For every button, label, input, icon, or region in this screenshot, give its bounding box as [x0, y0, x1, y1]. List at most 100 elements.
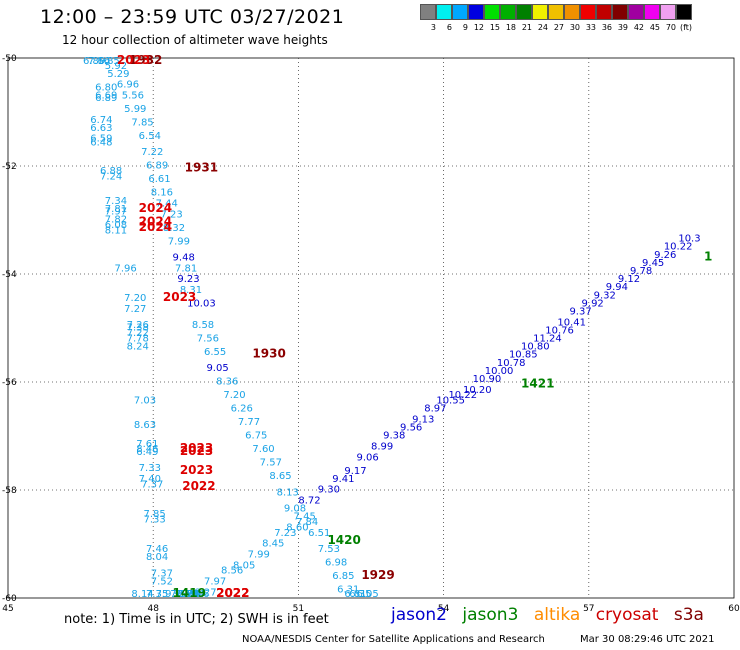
swh-value-label: 6.88: [100, 166, 122, 177]
swh-value-label: 7.60: [252, 444, 274, 455]
legend-label: 42: [633, 23, 644, 32]
swh-value-label: 7.46: [146, 544, 168, 555]
legend-label: 39: [617, 23, 628, 32]
swh-value-label: 7.44: [156, 199, 178, 210]
swh-value-label: 10.78: [497, 358, 526, 369]
pass-time-label: 1931: [185, 160, 218, 174]
legend-swatch: [468, 4, 484, 20]
swh-value-label: 6.99: [177, 589, 199, 600]
swh-value-label: 9.17: [344, 466, 366, 477]
swh-value-label: 10.20: [463, 385, 492, 396]
plot-frame: [7, 57, 735, 599]
swh-value-label: 7.20: [124, 293, 146, 304]
swh-value-label: 6.05: [356, 589, 378, 600]
legend-swatch: [548, 4, 564, 20]
satellite-s3a: s3a: [673, 605, 704, 625]
color-scale-legend: 3 6 9 12 15 18 21 24 27 30 33 36 39 42 45 70 (ft): [420, 4, 692, 32]
swh-value-label: 9.06: [356, 452, 378, 463]
legend-swatch: [420, 4, 436, 20]
swh-value-label: 10.22: [448, 390, 477, 401]
legend-swatch: [452, 4, 468, 20]
swh-value-label: 6.98: [325, 558, 347, 569]
swh-value-label: 7.45: [294, 512, 316, 523]
swh-value-label: 6.49: [136, 447, 158, 458]
legend-swatch: [484, 4, 500, 20]
legend-label: 45: [649, 23, 660, 32]
swh-value-label: 9.23: [177, 274, 199, 285]
swh-value-label: 9.41: [332, 474, 354, 485]
swh-value-label: 8.45: [262, 539, 284, 550]
swh-value-label: 9.92: [582, 298, 604, 309]
pass-time-label: 2024: [139, 214, 172, 228]
legend-swatch: [596, 4, 612, 20]
legend-label: 70: [665, 23, 676, 32]
swh-value-label: 8.31: [180, 285, 202, 296]
swh-value-label: 7.56: [197, 334, 219, 345]
swh-value-label: 6.69: [95, 91, 117, 102]
x-tick-label: 60: [728, 604, 740, 614]
pass-time-label: 1: [704, 250, 712, 264]
legend-label: 3: [430, 23, 436, 32]
pass-time-label: 2023: [117, 53, 150, 67]
page-title: 12:00 – 23:59 UTC 03/27/2021: [40, 6, 345, 28]
swh-value-label: 6.59: [90, 134, 112, 145]
swh-value-label: 6.31: [337, 585, 359, 596]
legend-swatches: [420, 4, 692, 20]
swh-value-label: 8.46: [136, 444, 158, 455]
satellite-jason3: jason3: [462, 605, 519, 625]
swh-value-label: 7.84: [296, 517, 318, 528]
swh-value-label: 8.14: [131, 589, 153, 600]
legend-label: 27: [553, 23, 564, 32]
pass-time-label: 2022: [182, 479, 215, 493]
swh-value-label: 8.63: [134, 420, 156, 431]
x-tick-label: 48: [147, 604, 159, 614]
swh-value-label: 6.81: [344, 589, 366, 600]
swh-value-label: 7.27: [124, 304, 146, 315]
swh-value-label: 8.65: [269, 471, 291, 482]
legend-label: 15: [489, 23, 500, 32]
swh-value-label: 8.36: [216, 377, 238, 388]
swh-value-label: 9.78: [630, 266, 652, 277]
swh-value-label: 10.41: [557, 317, 586, 328]
legend-swatch: [436, 4, 452, 20]
swh-value-label: 9.30: [318, 485, 340, 496]
swh-value-label: 9.45: [642, 258, 664, 269]
swh-value-label: 9.13: [412, 415, 434, 426]
swh-value-label: 10.90: [473, 374, 502, 385]
swh-value-label: 7.37: [141, 479, 163, 490]
y-tick-label: -56: [2, 378, 17, 388]
swh-value-label: 7.24: [100, 172, 122, 183]
pass-time-label: 2023: [180, 463, 213, 477]
swh-value-label: 7.85: [144, 509, 166, 520]
swh-value-label: 9.08: [284, 504, 306, 515]
swh-value-label: 7.52: [151, 577, 173, 588]
credit-text: NOAA/NESDIS Center for Satellite Applica…: [242, 634, 545, 645]
swh-value-label: 7.99: [248, 550, 270, 561]
swh-value-label: 7.35: [146, 589, 168, 600]
legend-label: 9: [462, 23, 468, 32]
swh-value-label: 8.04: [146, 552, 168, 563]
swh-value-label: 8.99: [371, 442, 393, 453]
swh-value-label: 7.22: [127, 328, 149, 339]
x-tick-label: 54: [438, 604, 450, 614]
swh-value-label: 6.51: [308, 528, 330, 539]
satellite-jason2: jason2: [391, 605, 447, 625]
swh-value-label: 8.16: [151, 188, 173, 199]
page-subtitle: 12 hour collection of altimeter wave hei…: [62, 33, 328, 47]
swh-value-label: 7.82: [105, 215, 127, 226]
swh-value-label: 7.34: [105, 196, 127, 207]
swh-value-label: 9.12: [618, 274, 640, 285]
swh-value-label: 7.75: [177, 589, 199, 600]
swh-value-label: 7.22: [141, 147, 163, 158]
swh-value-label: 7.57: [260, 458, 282, 469]
swh-value-label: 7.20: [223, 390, 245, 401]
swh-value-label: 6.61: [148, 174, 170, 185]
swh-value-label: 5.92: [105, 61, 127, 72]
swh-value-label: 6.85: [98, 56, 120, 67]
swh-value-label: 7.50: [175, 589, 197, 600]
swh-value-label: 6.85: [332, 571, 354, 582]
legend-label: 36: [601, 23, 612, 32]
x-tick-label: 45: [2, 604, 13, 614]
pass-time-label: 1419: [173, 586, 206, 600]
swh-value-label: 9.38: [383, 431, 405, 442]
